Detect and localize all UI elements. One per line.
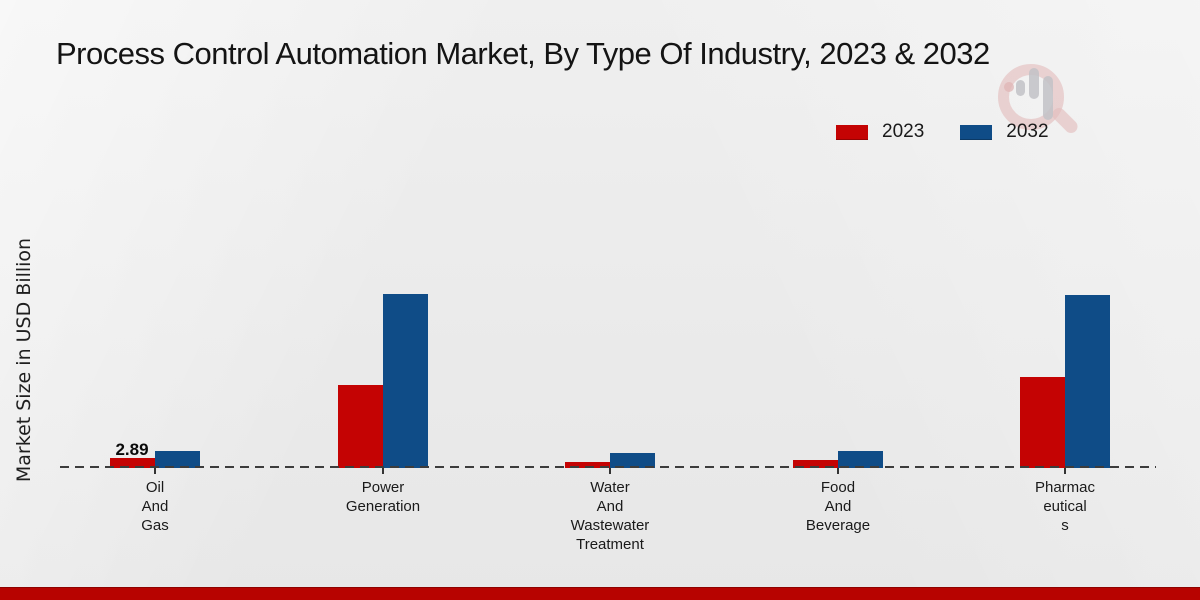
category-label-pharmaceuticals: Pharmac eutical s (1034, 479, 1096, 534)
bar-2032 (155, 451, 200, 468)
x-axis-tick (154, 468, 156, 474)
logo-bar-icon (1029, 68, 1039, 99)
x-axis-tick (609, 468, 611, 474)
category-label-oil-and-gas: Oil And Gas (141, 479, 169, 534)
category-label-food-beverage: Food And Beverage (805, 479, 871, 534)
legend-swatch-2023 (836, 124, 868, 140)
category-label-water-wastewater: Water And Wastewater Treatment (570, 479, 650, 553)
x-axis-tick (837, 468, 839, 474)
chart-title: Process Control Automation Market, By Ty… (56, 36, 990, 71)
logo-dot-icon (1004, 82, 1014, 92)
category-label-power-generation: Power Generation (345, 479, 421, 515)
legend-label-2032: 2032 (1006, 121, 1049, 142)
bar-2032 (838, 451, 883, 468)
bar-group-water-wastewater (565, 208, 655, 468)
y-axis-label: Market Size in USD Billion (13, 237, 35, 483)
bar-2032 (1065, 295, 1110, 468)
bar-group-oil-and-gas (110, 208, 200, 468)
bar-2023 (565, 461, 610, 468)
bar-value-label: 2.89 (115, 440, 149, 459)
bar-2023 (338, 385, 383, 468)
magnifier-handle-icon (1049, 105, 1081, 136)
legend: 2023 2032 (836, 121, 1049, 143)
logo-bar-icon (1043, 76, 1053, 120)
bar-2023 (793, 460, 838, 468)
bar-2023 (110, 458, 155, 468)
bar-group-pharmaceuticals (1020, 208, 1110, 468)
watermark-logo (992, 56, 1092, 166)
logo-bar-icon (1016, 80, 1025, 96)
bar-2032 (383, 294, 428, 468)
legend-swatch-2032 (960, 124, 993, 140)
x-axis-tick (382, 468, 384, 474)
x-axis-dashed-line (60, 466, 1156, 468)
bar-2023 (1020, 377, 1065, 468)
bar-2032 (610, 452, 655, 468)
bar-group-power-generation (338, 208, 428, 468)
footer-accent-bar (0, 587, 1200, 600)
bar-group-food-beverage (793, 208, 883, 468)
x-axis-tick (1064, 468, 1066, 474)
legend-label-2023: 2023 (882, 121, 925, 142)
